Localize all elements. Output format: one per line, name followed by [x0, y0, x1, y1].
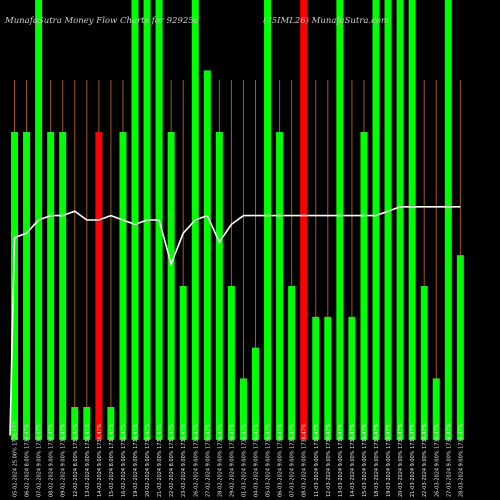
x-tick-label: 22-03-2024 9.00% 1736.47% — [422, 423, 428, 497]
x-tick-label: 12-03-2024 9.00% 1736.47% — [326, 423, 332, 497]
bar-up — [360, 132, 368, 440]
bar-up — [47, 132, 55, 440]
x-tick-label: 08-03-2024 9.00% 1736.47% — [302, 423, 308, 497]
x-tick-label: 26-03-2024 9.00% 1736.47% — [434, 423, 440, 497]
x-tick-label: 22-02-2024 8.00% 1736.47% — [169, 423, 175, 497]
bar-up — [432, 378, 440, 440]
bar-up — [264, 0, 272, 440]
x-tick-label: 19-03-2024 9.00% 1736.47% — [386, 423, 392, 497]
bar-up — [239, 378, 247, 440]
bar-up — [203, 70, 211, 441]
bar-up — [119, 132, 127, 440]
x-axis-labels: 05-02-2024 25.00% 1736.47% 06-02-2024 8.0… — [13, 420, 465, 497]
bar-up — [408, 0, 416, 440]
bar-down — [95, 132, 103, 440]
bar-up — [372, 0, 380, 440]
x-tick-label: 13-02-2024 9.00% 1736.47% — [85, 423, 91, 497]
bar-up — [456, 255, 464, 440]
x-tick-label: 28-03-2024 9.00% 1736.47% — [458, 423, 464, 497]
bar-up — [276, 132, 284, 440]
bar-up — [131, 0, 139, 440]
x-tick-label: 23-02-2024 9.00% 1736.47% — [181, 423, 187, 497]
x-tick-label: 06-02-2024 8.00% 1736.47% — [25, 423, 31, 497]
bar-up — [324, 316, 332, 440]
bar-up — [384, 0, 392, 440]
x-tick-label: 07-02-2024 9.00% 1736.47% — [37, 423, 43, 497]
x-tick-label: 15-03-2024 9.00% 1736.47% — [362, 423, 368, 497]
bar-up — [83, 407, 91, 440]
x-tick-label: 26-02-2024 9.00% 1736.47% — [193, 423, 199, 497]
bar-up — [312, 316, 320, 440]
bar-up — [11, 132, 18, 440]
bar-up — [107, 407, 115, 440]
bar-up — [215, 132, 223, 440]
bar-up — [396, 0, 404, 440]
x-tick-label: 12-02-2024 8.00% 1736.47% — [73, 423, 79, 497]
x-tick-label: 11-03-2024 9.00% 1736.47% — [314, 423, 320, 497]
bar-up — [23, 132, 31, 440]
bar-up — [71, 407, 79, 440]
x-tick-label: 29-02-2024 9.00% 1736.47% — [229, 423, 235, 497]
x-tick-label: 21-03-2024 9.00% 1736.47% — [410, 423, 416, 497]
x-tick-label: 14-03-2024 9.00% 1736.47% — [350, 423, 356, 497]
x-tick-label: 19-02-2024 9.00% 1736.47% — [133, 423, 139, 497]
x-tick-label: 01-03-2024 9.00% 1736.47% — [241, 423, 247, 497]
x-tick-label: 15-02-2024 8.00% 1736.47% — [109, 423, 115, 497]
chart-title-right: (75IML26) MunafaSutra.com — [263, 15, 389, 26]
bar-up — [336, 0, 344, 440]
x-tick-label: 13-03-2024 9.00% 1736.47% — [338, 423, 344, 497]
x-tick-label: 20-03-2024 9.00% 1736.47% — [398, 423, 404, 497]
x-tick-label: 14-02-2024 9.00% 1736.47% — [97, 423, 103, 497]
x-tick-label: 27-03-2024 9.00% 1736.47% — [446, 423, 452, 497]
bar-down — [300, 0, 308, 440]
bar-up — [59, 132, 67, 440]
x-tick-label: 07-03-2024 9.00% 1736.47% — [290, 423, 296, 497]
mfi-line — [9, 206, 461, 436]
bar-up — [252, 347, 259, 440]
x-tick-label: 05-02-2024 25.00% 1736.47% — [13, 420, 19, 497]
mfi-line-series — [9, 206, 461, 436]
x-tick-label: 27-02-2024 9.00% 1736.47% — [205, 423, 211, 497]
chart-title-left: MunafaSutra Money Flow Charts for 929256 — [4, 16, 200, 26]
bar-up — [444, 0, 452, 440]
bar-up — [420, 286, 428, 440]
x-tick-label: 20-02-2024 9.00% 1736.47% — [145, 423, 151, 497]
x-tick-label: 09-02-2024 9.00% 1736.47% — [61, 423, 67, 497]
x-tick-label: 05-03-2024 9.00% 1736.47% — [266, 423, 272, 497]
x-tick-label: 16-02-2024 9.00% 1736.47% — [121, 423, 127, 497]
bar-up — [179, 286, 187, 440]
x-tick-label: 21-02-2024 9.00% 1736.47% — [157, 423, 163, 497]
bar-up — [227, 286, 235, 440]
x-tick-label: 18-03-2024 9.00% 1736.47% — [374, 423, 380, 497]
x-tick-label: 28-02-2024 9.00% 1736.47% — [217, 423, 223, 497]
bar-up — [348, 316, 356, 440]
bar-up — [167, 132, 175, 440]
bar-up — [288, 286, 296, 440]
x-tick-label: 04-03-2024 9.00% 1736.47% — [254, 423, 260, 497]
x-tick-label: 06-03-2024 9.00% 1736.47% — [278, 423, 284, 497]
x-tick-label: 08-02-2024 9.00% 1736.47% — [49, 423, 55, 497]
